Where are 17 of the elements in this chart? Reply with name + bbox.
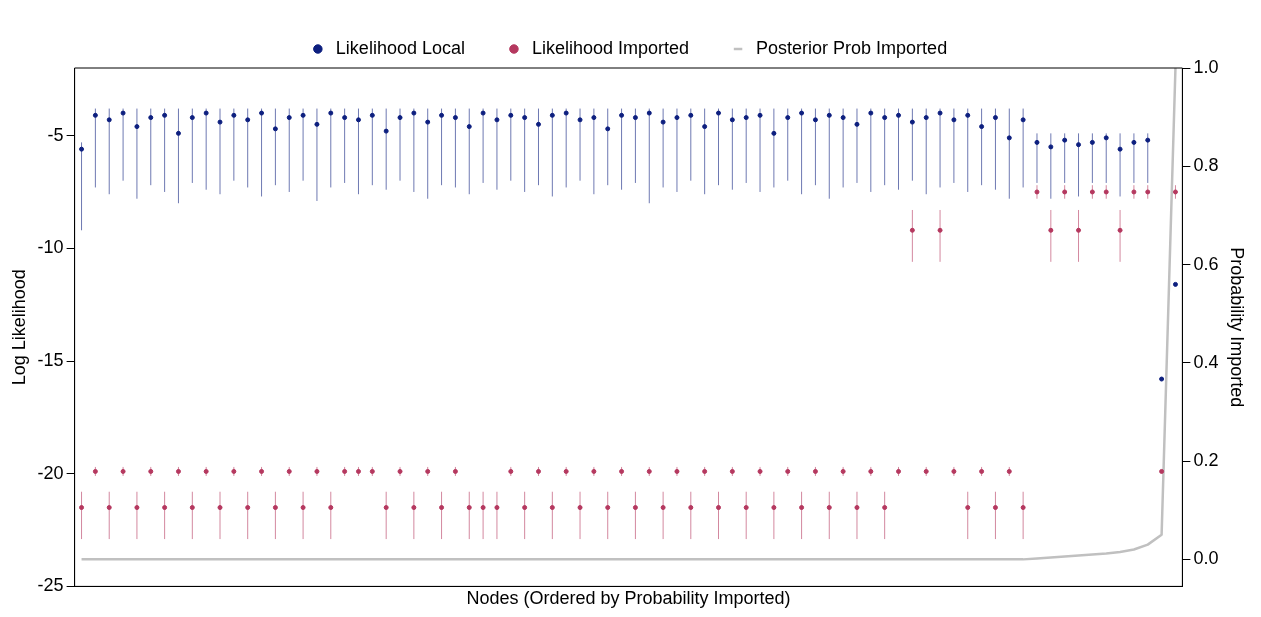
y2-tick-label: 0.0 [1193,548,1219,569]
y-tick-label: -15 [37,349,64,370]
y-tick-label: -25 [37,575,64,596]
y2-tick-label: 0.8 [1193,155,1219,176]
legend-label: Posterior Prob Imported [756,37,948,58]
x-axis-title: Nodes (Ordered by Probability Imported) [466,588,791,609]
y-tick-label: -5 [47,124,64,145]
y-tick-label: -10 [37,237,64,258]
legend-label: Likelihood Imported [531,37,690,58]
legend-label: Likelihood Local [335,37,465,58]
y-tick-label: -20 [37,462,64,483]
y-axis-title: Log Likelihood [8,269,29,386]
y2-axis-title: Probability Imported [1227,247,1248,408]
y2-tick-label: 1.0 [1193,56,1219,77]
y2-tick-label: 0.4 [1193,351,1219,372]
y2-tick-label: 0.6 [1193,253,1219,274]
y2-tick-label: 0.2 [1193,450,1219,471]
